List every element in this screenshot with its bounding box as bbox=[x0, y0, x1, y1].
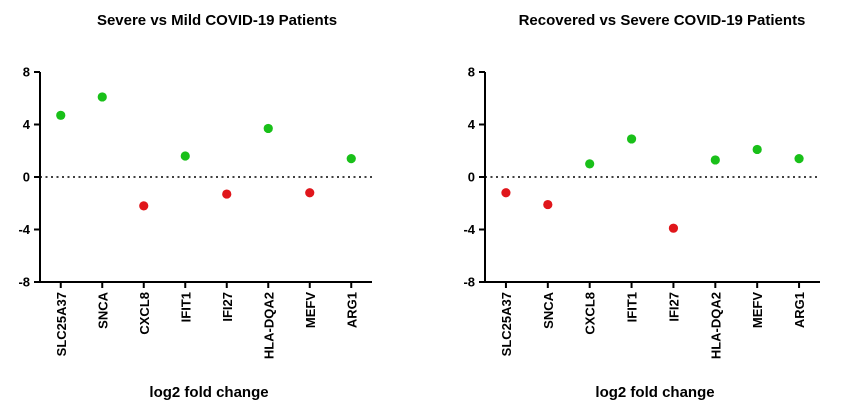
x-axis-label: log2 fold change bbox=[595, 384, 714, 401]
data-point bbox=[794, 154, 804, 164]
y-tick-label: 8 bbox=[23, 65, 30, 80]
y-tick-label: -4 bbox=[463, 222, 475, 237]
x-tick-label: HLA-DQA2 bbox=[261, 292, 276, 359]
y-tick-label: 4 bbox=[23, 117, 31, 132]
x-tick-label: IFIT1 bbox=[178, 292, 193, 322]
x-tick-label: ARG1 bbox=[792, 292, 807, 328]
x-tick-label: CXCL8 bbox=[137, 292, 152, 335]
chart-title: Recovered vs Severe COVID-19 Patients bbox=[519, 12, 806, 29]
data-point bbox=[710, 155, 720, 165]
data-point bbox=[56, 110, 66, 120]
y-tick-label: 8 bbox=[468, 65, 475, 80]
x-tick-label: SLC25A37 bbox=[499, 292, 514, 356]
x-tick-label: SLC25A37 bbox=[54, 292, 69, 356]
data-point bbox=[752, 144, 762, 155]
x-tick-label: IFI27 bbox=[666, 292, 681, 322]
data-point bbox=[97, 92, 107, 102]
y-tick-label: 0 bbox=[23, 170, 30, 185]
x-tick-label: IFIT1 bbox=[625, 292, 640, 322]
x-tick-label: IFI27 bbox=[220, 292, 235, 322]
chart-panel-1: Severe vs Mild COVID-19 Patients 8 4 0 -4 -8 S… bbox=[18, 12, 372, 401]
x-tick-label: HLA-DQA2 bbox=[708, 292, 723, 359]
y-tick-label: 4 bbox=[468, 117, 476, 132]
data-point bbox=[139, 201, 149, 211]
data-point bbox=[501, 188, 511, 198]
chart-title: Severe vs Mild COVID-19 Patients bbox=[97, 12, 337, 29]
data-point bbox=[222, 189, 232, 199]
y-tick-label: 0 bbox=[468, 170, 475, 185]
x-tick-label: CXCL8 bbox=[583, 292, 598, 335]
x-tick-label: MEFV bbox=[750, 292, 765, 328]
data-point bbox=[585, 159, 595, 169]
data-point bbox=[626, 134, 637, 144]
y-tick-label: -4 bbox=[18, 222, 30, 237]
data-point bbox=[668, 223, 679, 233]
data-point bbox=[305, 188, 315, 198]
x-tick-label: SNCA bbox=[541, 291, 556, 328]
y-tick-label: -8 bbox=[18, 275, 30, 290]
chart-panel-2: Recovered vs Severe COVID-19 Patients 8 4 0… bbox=[463, 12, 820, 401]
data-point bbox=[543, 199, 553, 210]
data-point bbox=[180, 151, 190, 161]
data-point bbox=[346, 154, 356, 164]
x-axis-label: log2 fold change bbox=[149, 384, 268, 401]
y-tick-label: -8 bbox=[463, 275, 475, 290]
x-tick-label: ARG1 bbox=[344, 292, 359, 328]
x-tick-label: MEFV bbox=[303, 292, 318, 328]
data-point bbox=[263, 123, 273, 134]
x-tick-label: SNCA bbox=[95, 291, 110, 328]
